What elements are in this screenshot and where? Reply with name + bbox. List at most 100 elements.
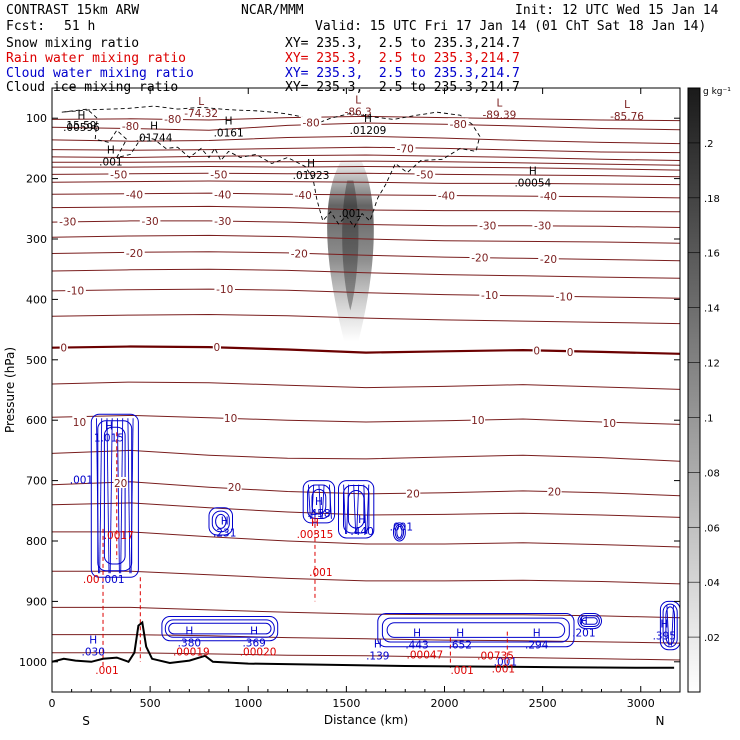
extremum-value: .294 <box>525 639 549 651</box>
contour-label-bg <box>124 188 145 200</box>
temperature-contour <box>52 481 680 497</box>
temperature-contour <box>52 172 680 178</box>
colorbar-tick-label: .08 <box>704 468 720 479</box>
extremum-value: .395 <box>653 630 676 642</box>
contour-label-bg <box>227 481 242 493</box>
extremum-value: .00315 <box>297 529 334 541</box>
legend-rain: Rain water mixing ratio <box>6 51 187 66</box>
contour-label: -40 <box>214 189 231 201</box>
contour-label-bg <box>139 214 161 226</box>
x-tick-label: 500 <box>140 697 161 710</box>
fcst-label: Fcst: <box>6 19 46 34</box>
contour-label-bg <box>57 215 78 227</box>
extremum-value: .001 <box>99 156 122 168</box>
contour-label: 0 <box>567 347 574 359</box>
legend-cloud-water: Cloud water mixing ratio <box>6 66 194 81</box>
cloud-water-contour <box>671 605 674 646</box>
contour-label: 10 <box>471 415 484 427</box>
extremum-value: .001 <box>101 574 124 586</box>
north-label: N <box>656 714 665 728</box>
y-tick-label: 800 <box>26 535 47 548</box>
extremum-value: .00020 <box>240 647 277 659</box>
x-axis-title: Distance (km) <box>324 713 408 727</box>
extremum-marker: H <box>221 516 229 528</box>
temperature-contour <box>52 135 680 145</box>
temperature-contour <box>52 192 680 199</box>
colorbar-tick-label: .12 <box>704 359 720 370</box>
extremum-value: .01744 <box>136 133 173 145</box>
colorbar-tick-label: .06 <box>704 523 720 534</box>
extremum-value: .139 <box>366 650 389 662</box>
cloud-water-contour <box>96 418 99 574</box>
contour-label: -20 <box>471 253 488 265</box>
temperature-contour <box>52 313 680 325</box>
cloud-water-contour <box>161 616 279 642</box>
cloud-water-contour <box>363 484 367 535</box>
contour-label: 20 <box>114 478 127 490</box>
contour-label: -10 <box>481 290 498 302</box>
extremum-marker: H <box>307 158 315 170</box>
cloud-water-contour <box>302 480 336 524</box>
temperature-contour <box>52 345 680 355</box>
cloud-water-contour <box>211 510 230 533</box>
model-title: CONTRAST 15km ARW <box>6 3 140 18</box>
cloud-water-contour <box>356 484 360 535</box>
extremum-marker: H <box>533 627 541 639</box>
temperature-contour <box>52 449 680 462</box>
extremum-value: .00 <box>83 574 100 586</box>
contour-label: -80 <box>164 114 181 126</box>
contour-label-bg <box>405 487 421 499</box>
colorbar-tick-label: .16 <box>704 249 720 260</box>
extremum-marker: H <box>225 115 233 127</box>
cloud-water-contour <box>659 600 680 651</box>
temperature-contour <box>52 122 680 131</box>
extremum-marker: H <box>456 627 464 639</box>
extremum-value: -85.76 <box>610 111 644 123</box>
cloud-water-contour <box>579 615 600 627</box>
extremum-marker: H <box>374 638 382 650</box>
cloud-water-contour <box>377 613 575 648</box>
x-tick-label: 2000 <box>431 697 459 710</box>
cloud-water-contour <box>116 418 120 574</box>
contour-label-bg <box>292 188 314 200</box>
y-tick-label: 500 <box>26 354 47 367</box>
colorbar-tick-label: .2 <box>704 139 714 150</box>
contour-label: 20 <box>228 482 241 494</box>
extremum-value: .01923 <box>293 170 330 182</box>
temperature-contour <box>52 381 680 390</box>
contour-label: -20 <box>540 254 557 266</box>
temperature-contour <box>52 634 680 644</box>
contour-label: -20 <box>291 248 308 260</box>
temperature-contour <box>52 288 680 299</box>
temperature-contour <box>52 570 680 585</box>
cloud-water-contour <box>381 617 570 643</box>
x-tick-label: 1500 <box>332 697 360 710</box>
y-axis-title: Pressure (hPa) <box>3 347 17 433</box>
snow-plume-core <box>342 180 359 311</box>
contour-label: 0 <box>533 346 540 358</box>
cloud-water-contour <box>103 426 126 565</box>
extremum-marker: H <box>185 626 193 638</box>
extremum-value: 1.015 <box>94 432 124 444</box>
contour-label: -50 <box>110 169 127 181</box>
contour-label-bg <box>532 219 553 231</box>
contour-label-bg <box>547 485 562 497</box>
extremum-marker: H <box>105 420 113 432</box>
terrain-line <box>52 620 675 669</box>
contour-label: 0 <box>214 342 221 354</box>
extremum-marker: H <box>358 514 366 526</box>
contour-label-bg <box>124 246 145 258</box>
legend-snow-xy: XY= 235.3, 2.5 to 235.3,214.7 <box>285 36 520 51</box>
colorbar-tick-label: .18 <box>704 194 720 205</box>
contour-label-bg <box>113 477 128 488</box>
y-tick-label: 200 <box>26 173 47 186</box>
extremum-value: .001 <box>390 522 413 534</box>
contour-label-bg <box>470 414 486 426</box>
contour-label-bg <box>553 290 575 302</box>
contour-label-bg <box>479 289 500 301</box>
y-tick-label: 300 <box>26 233 47 246</box>
contour-label: -50 <box>416 169 433 181</box>
extremum-marker: H <box>77 110 85 122</box>
colorbar-tick-label: .14 <box>704 304 720 315</box>
